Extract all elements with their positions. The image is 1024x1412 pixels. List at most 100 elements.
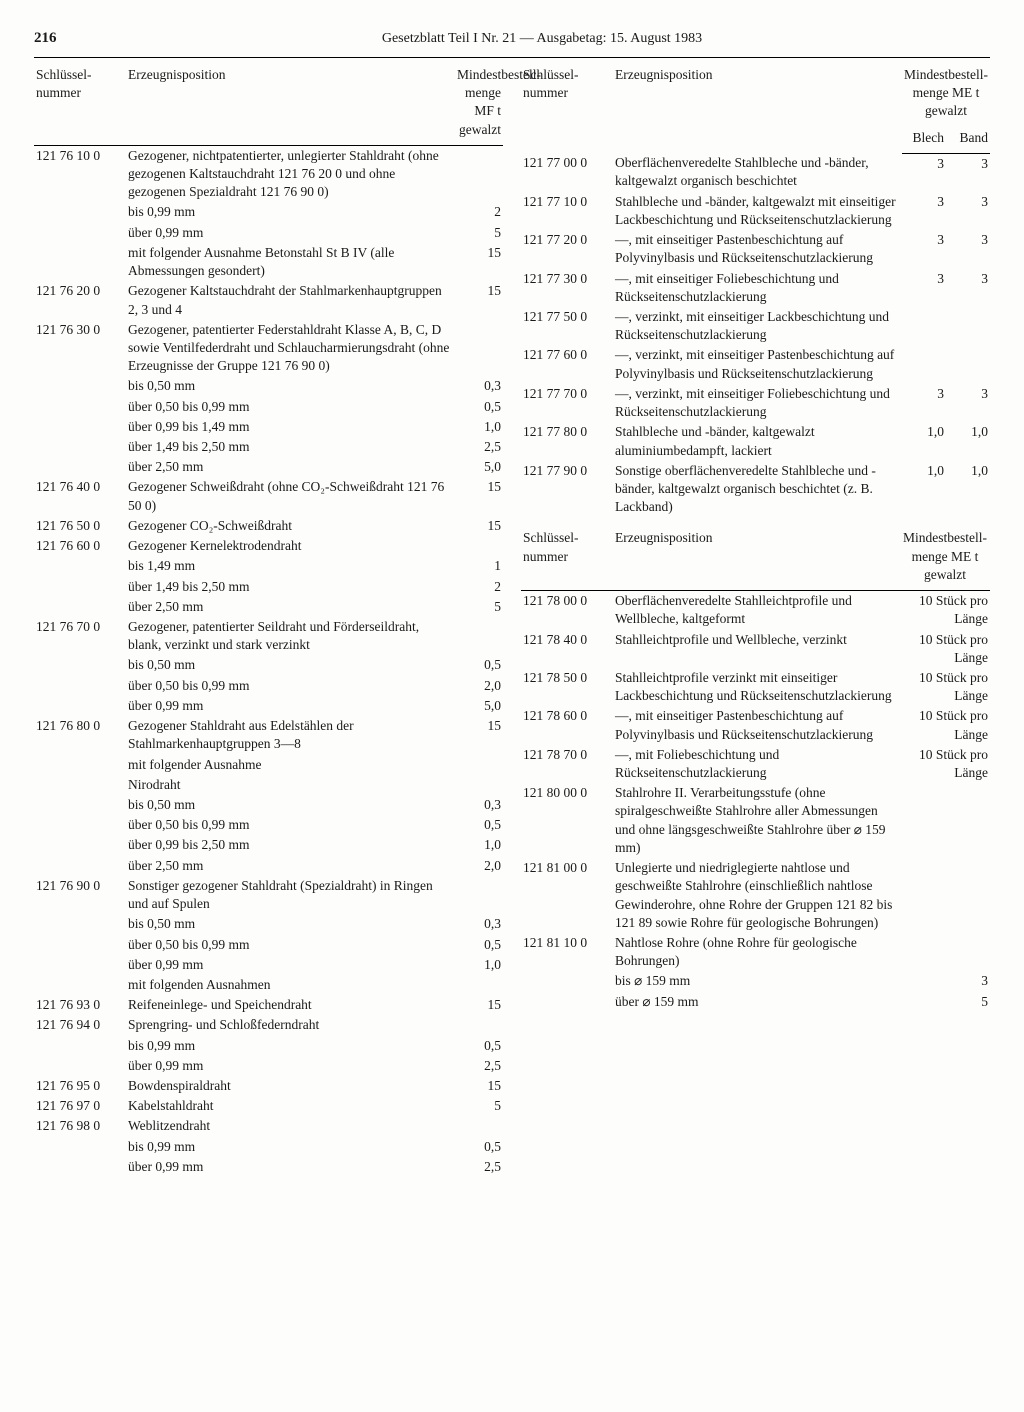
table-row: über 0,99 mm2,5 bbox=[34, 1157, 503, 1177]
cell-val: 10 Stück pro Länge bbox=[900, 630, 990, 668]
table-row: 121 81 10 0Nahtlose Rohre (ohne Rohre fü… bbox=[521, 933, 990, 971]
cell-desc: Gezogener Schweißdraht (ohne CO₂-Schweiß… bbox=[126, 477, 455, 515]
cell-desc: Unlegierte und niedriglegierte nahtlose … bbox=[613, 858, 900, 933]
table-row: 121 76 70 0Gezogener, patentierter Seild… bbox=[34, 617, 503, 655]
cell-desc: Gezogener Stahldraht aus Edelstählen der… bbox=[126, 716, 455, 754]
cell-val: 15 bbox=[455, 477, 503, 515]
cell-val: 15 bbox=[455, 1076, 503, 1096]
cell-val: 2,5 bbox=[455, 1157, 503, 1177]
table-row: bis 1,49 mm1 bbox=[34, 556, 503, 576]
table-row: über 0,99 mm5 bbox=[34, 223, 503, 243]
hdr-erzeugnis-r2: Erzeugnisposition bbox=[613, 527, 900, 590]
cell-num bbox=[34, 856, 126, 876]
cell-val: 0,5 bbox=[455, 1036, 503, 1056]
cell-desc: über 0,99 mm bbox=[126, 1056, 455, 1076]
cell-val: 15 bbox=[455, 516, 503, 536]
cell-num: 121 77 10 0 bbox=[521, 192, 613, 230]
table-row: mit folgender Ausnahme Betonstahl St B I… bbox=[34, 243, 503, 281]
cell-num: 121 77 80 0 bbox=[521, 422, 613, 460]
cell-num: 121 76 90 0 bbox=[34, 876, 126, 914]
table-row: Nirodraht bbox=[34, 775, 503, 795]
hdr-mindest-me: Mindestbestell- menge ME t gewalzt bbox=[902, 64, 990, 127]
cell-blech: 1,0 bbox=[902, 461, 946, 518]
cell-desc: bis 1,49 mm bbox=[126, 556, 455, 576]
cell-num: 121 76 20 0 bbox=[34, 281, 126, 319]
cell-val bbox=[455, 876, 503, 914]
table-row: über 0,50 bis 0,99 mm0,5 bbox=[34, 397, 503, 417]
cell-num bbox=[34, 397, 126, 417]
hdr-blech: Blech bbox=[902, 127, 946, 154]
cell-num bbox=[34, 696, 126, 716]
cell-num bbox=[34, 795, 126, 815]
cell-desc: Stahlrohre II. Verarbeitungsstufe (ohne … bbox=[613, 783, 900, 858]
cell-val bbox=[455, 1116, 503, 1136]
cell-blech bbox=[902, 307, 946, 345]
cell-val: 2,5 bbox=[455, 437, 503, 457]
table-row: 121 77 60 0—, verzinkt, mit einseitiger … bbox=[521, 345, 990, 383]
cell-val: 0,5 bbox=[455, 935, 503, 955]
table-row: 121 76 94 0Sprengring- und Schloßfedernd… bbox=[34, 1015, 503, 1035]
table-row: 121 77 30 0—, mit einseitiger Foliebesch… bbox=[521, 269, 990, 307]
cell-val: 5 bbox=[900, 992, 990, 1012]
cell-desc: bis 0,99 mm bbox=[126, 1036, 455, 1056]
cell-blech: 3 bbox=[902, 384, 946, 422]
cell-num: 121 76 97 0 bbox=[34, 1096, 126, 1116]
cell-num: 121 76 60 0 bbox=[34, 536, 126, 556]
table-row: über ⌀ 159 mm5 bbox=[521, 992, 990, 1012]
cell-desc: Stahlbleche und -bänder, kaltgewalzt mit… bbox=[613, 192, 902, 230]
cell-num bbox=[34, 417, 126, 437]
cell-val: 15 bbox=[455, 243, 503, 281]
table-row: 121 76 97 0Kabelstahldraht5 bbox=[34, 1096, 503, 1116]
cell-num: 121 76 40 0 bbox=[34, 477, 126, 515]
page-title: Gesetzblatt Teil I Nr. 21 — Ausgabetag: … bbox=[94, 30, 990, 49]
cell-blech bbox=[902, 345, 946, 383]
cell-desc: über 0,99 mm bbox=[126, 696, 455, 716]
cell-band bbox=[946, 345, 990, 383]
table-row: 121 76 40 0Gezogener Schweißdraht (ohne … bbox=[34, 477, 503, 515]
cell-desc: bis 0,50 mm bbox=[126, 655, 455, 675]
page-number: 216 bbox=[34, 28, 94, 48]
table-row: 121 77 10 0Stahlbleche und -bänder, kalt… bbox=[521, 192, 990, 230]
table-row: 121 81 00 0Unlegierte und niedriglegiert… bbox=[521, 858, 990, 933]
cell-val: 0,5 bbox=[455, 815, 503, 835]
cell-desc: mit folgenden Ausnahmen bbox=[126, 975, 455, 995]
cell-val: 1,0 bbox=[455, 835, 503, 855]
cell-num bbox=[34, 935, 126, 955]
table-row: 121 78 00 0Oberflächenveredelte Stahllei… bbox=[521, 591, 990, 630]
cell-blech: 3 bbox=[902, 230, 946, 268]
cell-val: 10 Stück pro Länge bbox=[900, 668, 990, 706]
cell-num bbox=[34, 755, 126, 775]
cell-desc: über 0,99 bis 1,49 mm bbox=[126, 417, 455, 437]
table-row: 121 80 00 0Stahlrohre II. Verarbeitungss… bbox=[521, 783, 990, 858]
cell-desc: bis ⌀ 159 mm bbox=[613, 971, 900, 991]
cell-num: 121 76 10 0 bbox=[34, 145, 126, 202]
table-row: mit folgender Ausnahme bbox=[34, 755, 503, 775]
cell-val: 2,0 bbox=[455, 676, 503, 696]
cell-num bbox=[34, 815, 126, 835]
cell-desc: über 0,99 bis 2,50 mm bbox=[126, 835, 455, 855]
cell-val bbox=[455, 1015, 503, 1035]
table-row: über 2,50 mm5,0 bbox=[34, 457, 503, 477]
cell-num bbox=[521, 971, 613, 991]
cell-desc: Stahlleichtprofile verzinkt mit einseiti… bbox=[613, 668, 900, 706]
cell-num: 121 78 60 0 bbox=[521, 706, 613, 744]
cell-num bbox=[34, 655, 126, 675]
left-table: Schlüssel- nummer Erzeugnisposition Mind… bbox=[34, 64, 503, 1177]
cell-desc: Sonstige oberflächenveredelte Stahlblech… bbox=[613, 461, 902, 518]
cell-desc: über 2,50 mm bbox=[126, 856, 455, 876]
table-row: 121 76 50 0Gezogener CO₂-Schweißdraht15 bbox=[34, 516, 503, 536]
table-row: bis 0,50 mm0,3 bbox=[34, 914, 503, 934]
cell-desc: bis 0,99 mm bbox=[126, 1137, 455, 1157]
cell-val: 0,3 bbox=[455, 376, 503, 396]
cell-val: 1,0 bbox=[455, 955, 503, 975]
cell-desc: über 0,50 bis 0,99 mm bbox=[126, 815, 455, 835]
cell-desc: über 2,50 mm bbox=[126, 597, 455, 617]
cell-num bbox=[34, 457, 126, 477]
cell-num bbox=[521, 992, 613, 1012]
hdr-erzeugnis: Erzeugnisposition bbox=[126, 64, 455, 145]
cell-desc: Gezogener, nichtpatentierter, unlegierte… bbox=[126, 145, 455, 202]
table-row: über 0,99 mm1,0 bbox=[34, 955, 503, 975]
hdr-schluessel-r: Schlüssel- nummer bbox=[521, 64, 613, 153]
cell-desc: über 1,49 bis 2,50 mm bbox=[126, 577, 455, 597]
cell-val: 0,5 bbox=[455, 1137, 503, 1157]
